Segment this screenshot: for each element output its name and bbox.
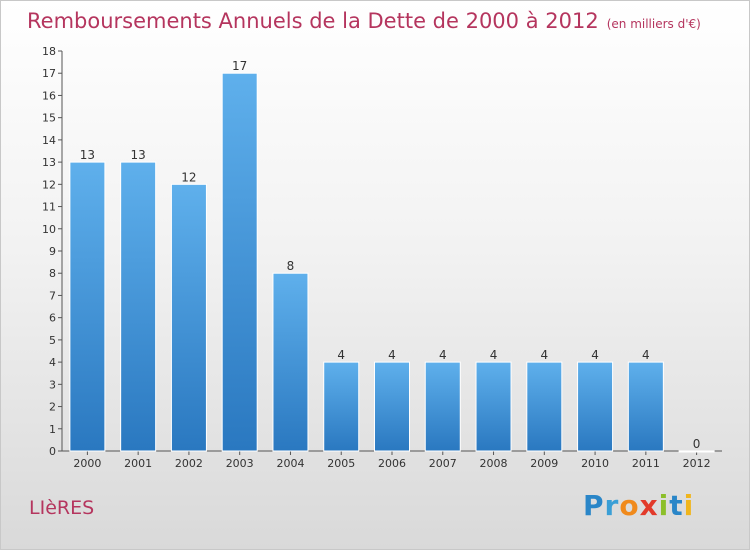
- y-tick-label: 15: [42, 112, 56, 125]
- bar-2003: [221, 72, 258, 452]
- y-tick-label: 16: [42, 89, 56, 102]
- value-label-2001: 13: [131, 148, 146, 162]
- value-label-2007: 4: [439, 348, 447, 362]
- bar-2010: [577, 361, 614, 452]
- x-tick-label-2004: 2004: [276, 457, 304, 470]
- value-label-2003: 17: [232, 59, 247, 73]
- value-label-2011: 4: [642, 348, 650, 362]
- y-tick-label: 4: [49, 356, 56, 369]
- y-tick-label: 2: [49, 401, 56, 414]
- y-tick-label: 3: [49, 378, 56, 391]
- x-tick-label-2009: 2009: [530, 457, 558, 470]
- proxiti-logo: Proxiti: [583, 489, 695, 522]
- x-tick-label-2003: 2003: [226, 457, 254, 470]
- y-tick-label: 8: [49, 267, 56, 280]
- y-tick-label: 5: [49, 334, 56, 347]
- x-tick-label-2002: 2002: [175, 457, 203, 470]
- chart-title: Remboursements Annuels de la Dette de 20…: [27, 9, 701, 33]
- x-tick-label-2007: 2007: [429, 457, 457, 470]
- commune-name: LIèRES: [29, 497, 95, 519]
- y-tick-label: 6: [49, 312, 56, 325]
- value-label-2004: 8: [287, 259, 295, 273]
- bar-2011: [627, 361, 664, 452]
- value-label-2000: 13: [80, 148, 95, 162]
- x-tick-label-2001: 2001: [124, 457, 152, 470]
- value-label-2009: 4: [540, 348, 548, 362]
- bar-2001: [120, 161, 157, 452]
- y-tick-label: 18: [42, 45, 56, 58]
- y-tick-label: 10: [42, 223, 56, 236]
- value-label-2010: 4: [591, 348, 599, 362]
- chart-unit: (en milliers d'€): [606, 17, 701, 31]
- y-tick-label: 0: [49, 445, 56, 458]
- bar-2006: [374, 361, 410, 452]
- value-label-2005: 4: [337, 348, 345, 362]
- value-label-2006: 4: [388, 348, 396, 362]
- bar-2004: [272, 272, 309, 452]
- y-tick-label: 7: [49, 289, 56, 302]
- bar-2000: [69, 161, 106, 452]
- y-tick-label: 1: [49, 423, 56, 436]
- y-tick-label: 17: [42, 67, 56, 80]
- bar-2008: [475, 361, 512, 452]
- value-label-2012: 0: [693, 437, 701, 451]
- bar-2012: [678, 450, 715, 453]
- x-tick-label-2008: 2008: [480, 457, 508, 470]
- chart-title-text: Remboursements Annuels de la Dette de 20…: [27, 9, 599, 33]
- y-tick-label: 9: [49, 245, 56, 258]
- y-tick-label: 14: [42, 134, 56, 147]
- bar-2007: [424, 361, 461, 452]
- y-tick-label: 12: [42, 178, 56, 191]
- x-tick-label-2010: 2010: [581, 457, 609, 470]
- bar-2002: [170, 183, 207, 452]
- x-tick-label-2006: 2006: [378, 457, 406, 470]
- x-tick-label-2005: 2005: [327, 457, 355, 470]
- x-tick-label-2011: 2011: [632, 457, 660, 470]
- bar-2009: [526, 361, 563, 452]
- bar-2005: [323, 361, 360, 452]
- value-label-2002: 12: [181, 170, 196, 184]
- y-tick-label: 11: [42, 201, 56, 214]
- y-tick-label: 13: [42, 156, 56, 169]
- value-label-2008: 4: [490, 348, 498, 362]
- x-tick-label-2012: 2012: [683, 457, 711, 470]
- x-tick-label-2000: 2000: [73, 457, 101, 470]
